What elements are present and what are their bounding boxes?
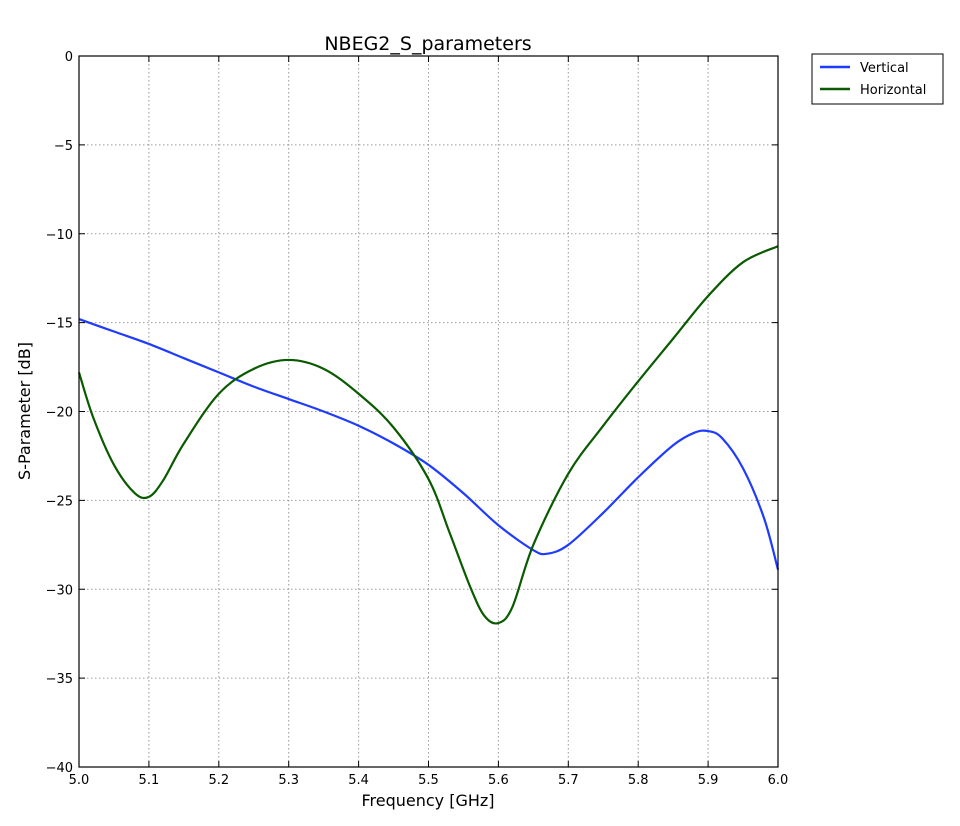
x-tick-label: 5.0	[69, 773, 90, 788]
y-tick-label: −5	[54, 139, 73, 154]
x-axis-label: Frequency [GHz]	[361, 791, 494, 810]
y-tick-label: −20	[46, 406, 73, 421]
y-tick-label: −40	[46, 761, 73, 776]
x-tick-label: 5.9	[698, 773, 719, 788]
series-line-vertical	[78, 318, 780, 570]
x-tick-label: 5.2	[208, 773, 229, 788]
x-tick-label: 5.7	[558, 773, 579, 788]
y-tick-label: −15	[46, 317, 73, 332]
x-tick-label: 5.3	[278, 773, 299, 788]
y-tick-label: −35	[46, 672, 73, 687]
chart-title: NBEG2_S_parameters	[324, 33, 531, 55]
legend-label-horizontal: Horizontal	[860, 83, 926, 98]
legend: Vertical Horizontal	[811, 53, 944, 105]
axis-ticks: 5.0 5.1 5.2 5.3 5.4 5.5 5.6 5.7 5.8 5.9 6.0 0 −5 −10 −…	[46, 50, 789, 788]
legend-box	[811, 53, 944, 105]
x-tick-label: 5.8	[628, 773, 649, 788]
y-tick-label: 0	[65, 50, 73, 65]
y-axis-label: S-Parameter [dB]	[15, 342, 34, 480]
x-tick-label: 5.1	[139, 773, 160, 788]
x-tick-label: 5.4	[348, 773, 369, 788]
x-tick-label: 5.5	[418, 773, 439, 788]
x-tick-label: 5.6	[488, 773, 509, 788]
y-tick-label: −10	[46, 228, 73, 243]
x-tick-label: 6.0	[768, 773, 789, 788]
y-tick-label: −30	[46, 583, 73, 598]
legend-label-vertical: Vertical	[860, 61, 909, 76]
y-tick-label: −25	[46, 494, 73, 509]
series-line-horizontal	[77, 245, 779, 625]
grid	[78, 55, 779, 768]
plot-lines	[77, 245, 780, 625]
